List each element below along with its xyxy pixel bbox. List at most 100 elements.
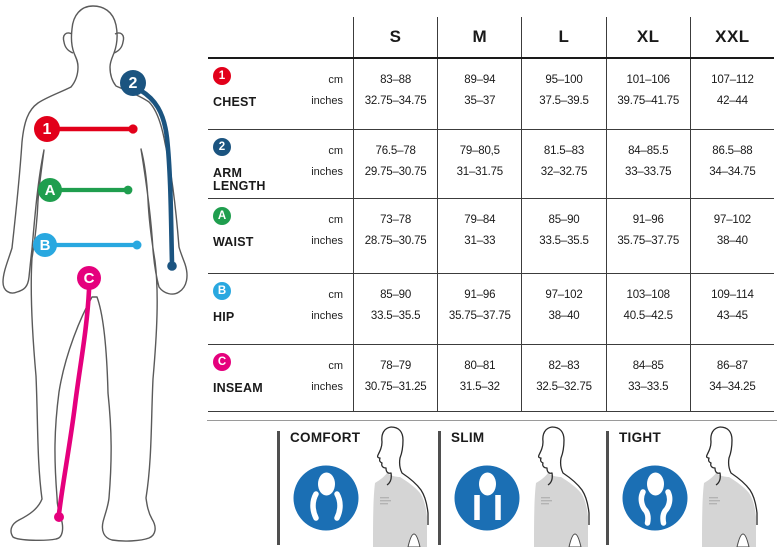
size-value-cell: 79–80,5 31–31.75 [437,130,521,198]
fit-silhouette-graphic [373,426,429,547]
inches-value: 38–40 [548,310,580,322]
fit-divider-bar [438,431,441,545]
garment-label [709,497,720,505]
size-column-header: XXL [689,17,774,57]
size-value-cell: 97–102 38–40 [521,274,605,344]
marker-chest: 1 [34,116,60,142]
inches-value: 40.5–42.5 [623,310,674,322]
size-column-header: M [437,17,521,57]
body-measurement-diagram: 1 2 A B C [2,5,188,542]
row-name: ARM LENGTH [213,166,266,193]
inches-value: 33–33.5 [628,381,669,393]
inches-value: 33.5–35.5 [370,310,421,322]
cm-value: 101–106 [626,74,671,86]
profile-back-outline [719,426,758,525]
profile-head-outline [376,426,392,486]
inches-value: 35.75–37.75 [617,235,680,247]
fit-label: TIGHT [619,430,661,445]
cm-value: 73–78 [380,214,412,226]
comfort-fit-icon [293,465,359,531]
row-label-cell: B HIP cm inches [208,274,353,344]
inseam-measure-line [54,287,92,522]
garment-label [541,497,552,505]
unit-label-inches: inches [311,95,343,107]
size-value-cell: 91–96 35.75–37.75 [437,274,521,344]
table-row: 1 CHEST cm inches 83–88 32.75–34.75 89–94 35–37… [208,59,774,130]
cm-value: 80–81 [464,360,496,372]
marker-arm-length: 2 [120,70,146,96]
unit-label-inches: inches [311,166,343,178]
unit-label-inches: inches [311,310,343,322]
row-marker-badge: C [213,353,231,371]
size-value-cell: 107–112 42–44 [689,59,774,129]
arm-seam-notch [568,533,582,547]
row-label-cell: A WAIST cm inches [208,199,353,273]
size-column-header: L [521,17,605,57]
size-value-cell: 81.5–83 32–32.75 [521,130,605,198]
inches-value: 35.75–37.75 [448,310,511,322]
marker-waist: A [38,178,62,202]
size-value-cell: 79–84 31–33 [437,199,521,273]
size-column-header: XL [605,17,690,57]
inches-value: 42–44 [716,95,748,107]
cm-value: 85–90 [380,289,412,301]
size-value-cell: 82–83 32.5–32.75 [521,345,605,411]
right-ear-outline [113,32,125,54]
inches-value: 39.75–41.75 [617,95,680,107]
size-value-cell: 89–94 35–37 [437,59,521,129]
unit-label-cm: cm [328,289,343,301]
marker-inseam: C [77,266,101,290]
table-row: B HIP cm inches 85–90 33.5–35.5 91–96 35.75–37.… [208,274,774,345]
unit-label-cm: cm [328,145,343,157]
cm-value: 95–100 [545,74,583,86]
size-value-cell: 80–81 31.5–32 [437,345,521,411]
svg-text:A: A [45,182,56,199]
fit-option-tight: TIGHT [606,426,774,548]
row-name: HIP [213,310,235,324]
fit-silhouette-graphic [702,426,758,547]
svg-text:2: 2 [129,75,138,92]
cm-value: 82–83 [548,360,580,372]
chest-measure-line [57,124,138,134]
cm-value: 81.5–83 [543,145,585,157]
row-name: WAIST [213,235,254,249]
row-marker-badge: A [213,207,231,225]
size-value-cell: 76.5–78 29.75–30.75 [353,130,437,198]
inches-value: 37.5–39.5 [539,95,589,107]
inches-value: 32.75–34.75 [364,95,427,107]
size-value-cell: 91–96 35.75–37.75 [605,199,690,273]
inches-value: 35–37 [464,95,496,107]
section-divider [207,420,777,421]
size-value-cell: 103–108 40.5–42.5 [605,274,690,344]
unit-label-inches: inches [311,381,343,393]
row-label-cell: 2 ARM LENGTH cm inches [208,130,353,198]
profile-head-outline [537,426,553,486]
table-corner-cell [208,17,353,57]
size-value-cell: 86–87 34–34.25 [689,345,774,411]
inches-value: 32–32.75 [540,166,588,178]
inches-value: 31.5–32 [459,381,500,393]
profile-head-outline [705,426,721,486]
size-value-cell: 84–85.5 33–33.75 [605,130,690,198]
size-value-cell: 86.5–88 34–34.75 [689,130,774,198]
left-ear-outline [62,32,74,54]
row-marker-badge: B [213,282,231,300]
inches-value: 31–31.75 [456,166,504,178]
size-value-cell: 83–88 32.75–34.75 [353,59,437,129]
arm-seam-notch [407,533,421,547]
size-value-cell: 84–85 33–33.5 [605,345,690,411]
cm-value: 85–90 [548,214,580,226]
hip-measure-line [54,240,142,250]
tight-fit-icon [622,465,688,531]
unit-label-cm: cm [328,74,343,86]
fit-option-slim: SLIM [438,426,606,548]
table-row: 2 ARM LENGTH cm inches 76.5–78 29.75–30.75 79–… [208,130,774,199]
size-column-header: S [353,17,437,57]
cm-value: 103–108 [626,289,671,301]
cm-value: 91–96 [632,214,664,226]
size-value-cell: 101–106 39.75–41.75 [605,59,690,129]
profile-back-outline [390,426,429,525]
cm-value: 79–80,5 [459,145,500,157]
cm-value: 91–96 [464,289,496,301]
